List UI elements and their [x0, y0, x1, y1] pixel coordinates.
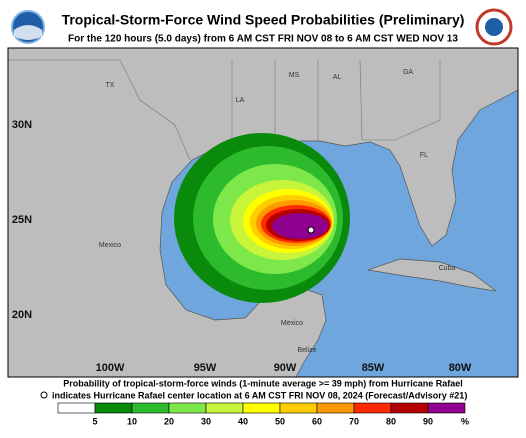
region-label: Cuba: [439, 265, 456, 272]
region-label: MS: [289, 72, 300, 79]
contour: [272, 213, 328, 239]
legend-swatch: [168, 402, 207, 414]
title: Tropical-Storm-Force Wind Speed Probabil…: [62, 12, 465, 28]
longitude-label: 90W: [274, 362, 297, 374]
legend-label: 40: [238, 416, 248, 426]
legend-label: 80: [386, 416, 396, 426]
legend-swatch: [353, 402, 392, 414]
longitude-label: 100W: [96, 362, 125, 374]
legend-swatch: [205, 402, 244, 414]
cuba-land: [367, 258, 497, 292]
legend-label: 20: [164, 416, 174, 426]
legend-swatch: [279, 402, 318, 414]
legend-swatch: [242, 402, 281, 414]
legend-label: 90: [423, 416, 433, 426]
legend-label: 70: [349, 416, 359, 426]
caption: Probability of tropical-storm-force wind…: [63, 378, 463, 388]
nws-logo-center: [485, 18, 503, 36]
noaa-logo-wave: [14, 25, 42, 40]
legend-swatch: [427, 402, 466, 414]
storm-center: [307, 226, 315, 234]
region-label: Mexico: [99, 242, 121, 249]
legend-label: 60: [312, 416, 322, 426]
region-label: FL: [420, 152, 428, 159]
longitude-label: 95W: [194, 362, 217, 374]
legend-label: 5: [92, 416, 97, 426]
legend-label: 30: [201, 416, 211, 426]
legend-swatch: [57, 402, 96, 414]
legend: 5 10 20 30 40 50 60 70 80 90%: [57, 402, 469, 426]
latitude-label: 25N: [12, 214, 32, 226]
legend-swatch: [131, 402, 170, 414]
longitude-label: 85W: [362, 362, 385, 374]
map-frame: [7, 47, 519, 378]
region-label: Belize: [297, 347, 316, 354]
region-label: Mexico: [281, 320, 303, 327]
latitude-label: 30N: [12, 119, 32, 131]
map: TX LA MS AL GA FL Mexico Cuba Mexico Bel…: [7, 47, 519, 378]
legend-swatch: [94, 402, 133, 414]
legend-label: 50: [275, 416, 285, 426]
region-label: TX: [106, 82, 115, 89]
latitude-label: 20N: [12, 309, 32, 321]
region-label: GA: [403, 69, 413, 76]
probability-contours: [174, 133, 350, 303]
borders: [8, 59, 441, 161]
subtitle: For the 120 hours (5.0 days) from 6 AM C…: [68, 34, 458, 45]
legend-label: 10: [127, 416, 137, 426]
center-icon: [40, 391, 48, 399]
region-label: AL: [333, 74, 342, 81]
legend-label: %: [461, 416, 469, 426]
region-label: LA: [236, 97, 245, 104]
center-note: indicates Hurricane Rafael center locati…: [52, 390, 467, 400]
legend-swatch: [390, 402, 429, 414]
longitude-label: 80W: [449, 362, 472, 374]
legend-swatch: [316, 402, 355, 414]
